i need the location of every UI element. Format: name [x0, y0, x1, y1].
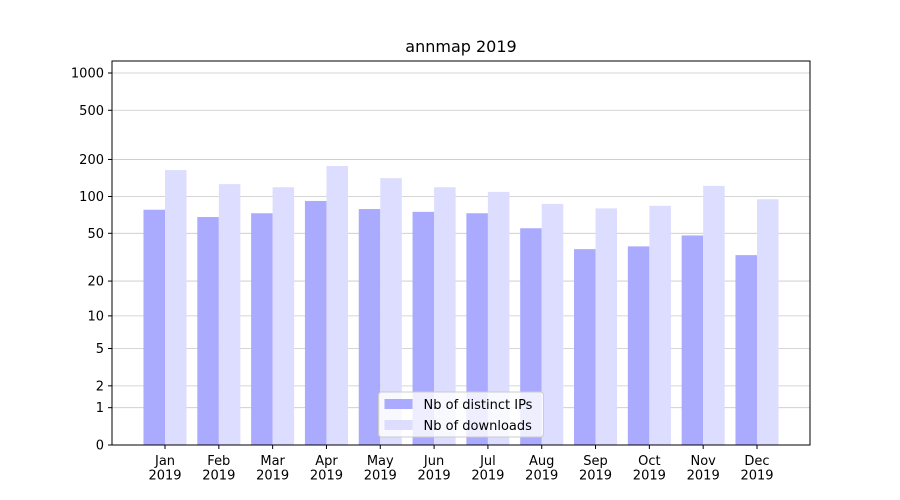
- bar: [756, 199, 779, 445]
- x-tick-label: Nov 2019: [687, 454, 720, 483]
- bar: [380, 178, 402, 445]
- legend-box: [378, 391, 544, 438]
- legend-label: Nb of downloads: [424, 419, 533, 434]
- x-tick-label: Dec 2019: [740, 454, 773, 483]
- bar: [434, 187, 456, 445]
- bar: [143, 209, 166, 445]
- bar: [165, 170, 187, 445]
- y-tick-label: 1000: [71, 67, 104, 82]
- x-tick-label: Jul 2019: [471, 454, 504, 483]
- legend-label: Nb of distinct IPs: [424, 398, 533, 413]
- bar: [326, 165, 348, 445]
- bar: [595, 208, 618, 445]
- bar: [681, 235, 704, 445]
- bar: [272, 187, 295, 445]
- bar: [520, 228, 542, 445]
- bar: [412, 211, 435, 445]
- y-tick-label: 10: [87, 309, 104, 324]
- x-tick-label: Sep 2019: [579, 454, 612, 483]
- legend-swatch: [384, 399, 413, 409]
- x-tick-label: Feb 2019: [202, 454, 235, 483]
- bar: [251, 213, 273, 445]
- bar: [358, 209, 381, 445]
- y-tick-label: 20: [87, 275, 104, 290]
- x-tick-label: Mar 2019: [256, 454, 289, 483]
- plot-frame: [111, 60, 811, 446]
- y-tick-label: 0: [96, 439, 104, 454]
- bar: [466, 213, 488, 445]
- legend-swatch: [384, 420, 413, 430]
- x-tick-label: Jan 2019: [148, 454, 181, 483]
- bar: [541, 203, 564, 445]
- bar: [735, 255, 757, 445]
- bar: [627, 246, 650, 445]
- bar: [304, 200, 327, 445]
- x-tick-label: May 2019: [364, 454, 397, 483]
- y-tick-label: 2: [96, 379, 104, 394]
- bar: [703, 185, 725, 445]
- bar: [197, 217, 219, 445]
- y-tick-label: 500: [79, 104, 104, 119]
- bar: [487, 191, 510, 445]
- y-tick-label: 5: [96, 342, 104, 357]
- x-tick-label: Jun 2019: [418, 454, 451, 483]
- y-tick-label: 200: [79, 153, 104, 168]
- y-tick-label: 50: [87, 227, 104, 242]
- x-tick-label: Oct 2019: [633, 454, 666, 483]
- bar: [574, 249, 596, 445]
- bar: [218, 184, 241, 445]
- bar: [649, 205, 671, 445]
- x-tick-label: Aug 2019: [525, 454, 558, 483]
- y-tick-label: 100: [79, 190, 104, 205]
- y-tick-label: 1: [96, 401, 104, 416]
- x-tick-label: Apr 2019: [310, 454, 343, 483]
- chart-title: annmap 2019: [405, 37, 516, 56]
